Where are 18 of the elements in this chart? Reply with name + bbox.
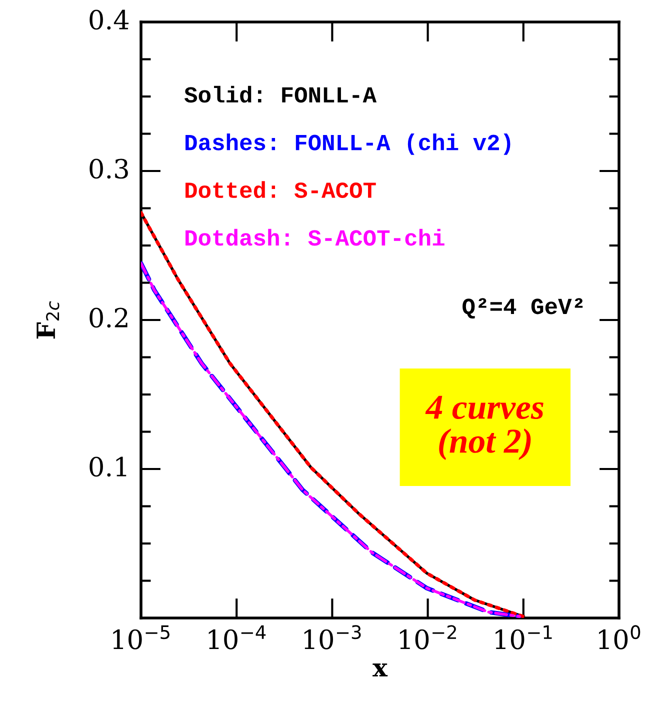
x-tick-label: 10$^{−2}$	[400, 625, 456, 650]
y-tick-label: 0.1	[90, 456, 126, 477]
text: Dotdash: S-ACOT-chi	[186, 228, 444, 246]
x-tick-label: 10$^{−3}$	[304, 625, 361, 650]
y-tick-label: 0.3	[90, 158, 128, 179]
annotation: 4 curves (not 2)	[425, 396, 544, 460]
annotation: Q²=4 GeV²	[462, 298, 583, 319]
y-tick-label: 0.2	[90, 308, 128, 328]
text: Dashes: FONLL-A (chi v2)	[186, 134, 510, 155]
text: Solid: FONLL-A	[184, 86, 377, 103]
x-axis-title: x	[372, 663, 388, 676]
x-tick-label: 10$^{−5}$	[113, 625, 170, 650]
x-tick-label: 10$^{−4}$	[208, 625, 266, 650]
text: Dotted: S-ACOT	[186, 181, 376, 198]
y-tick-label: 0.4	[90, 10, 129, 30]
y-axis-title: F$_{2c}$	[36, 301, 60, 339]
x-tick-label: 10$^{−1}$	[496, 625, 552, 650]
x-tick-label: 10$^{0}$	[599, 625, 640, 650]
